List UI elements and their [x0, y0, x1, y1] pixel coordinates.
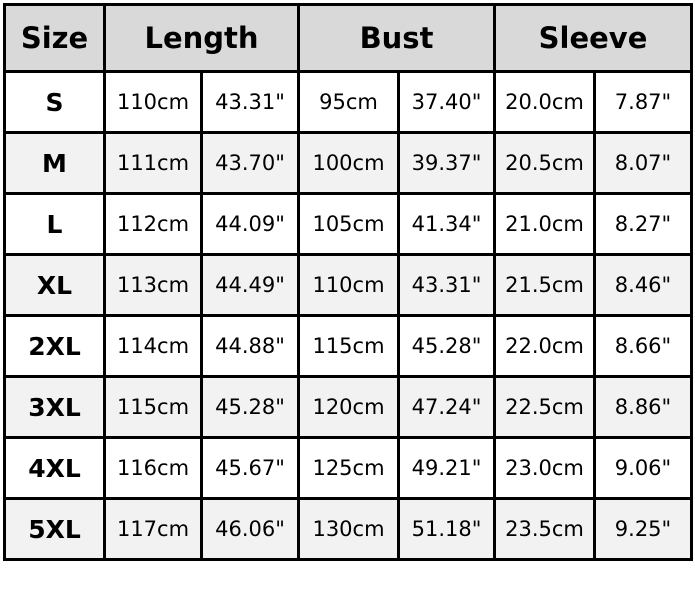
- cell-length-cm: 117cm: [103, 497, 203, 561]
- cell-sleeve-in: 8.07": [593, 131, 693, 195]
- cell-sleeve-cm: 20.0cm: [493, 70, 596, 134]
- header-row: Size Length Bust Sleeve: [3, 3, 693, 73]
- cell-bust-cm: 120cm: [297, 375, 400, 439]
- cell-length-cm: 114cm: [103, 314, 203, 378]
- cell-length-in: 45.67": [200, 436, 300, 500]
- cell-length-in: 44.09": [200, 192, 300, 256]
- table-row: L 112cm 44.09" 105cm 41.34" 21.0cm 8.27": [3, 192, 693, 256]
- table-row: 4XL 116cm 45.67" 125cm 49.21" 23.0cm 9.06": [3, 436, 693, 500]
- cell-bust-cm: 105cm: [297, 192, 400, 256]
- cell-bust-cm: 110cm: [297, 253, 400, 317]
- cell-length-cm: 116cm: [103, 436, 203, 500]
- cell-sleeve-cm: 23.5cm: [493, 497, 596, 561]
- cell-bust-cm: 100cm: [297, 131, 400, 195]
- cell-sleeve-in: 9.06": [593, 436, 693, 500]
- cell-length-cm: 111cm: [103, 131, 203, 195]
- cell-bust-cm: 130cm: [297, 497, 400, 561]
- table-row: M 111cm 43.70" 100cm 39.37" 20.5cm 8.07": [3, 131, 693, 195]
- cell-length-in: 45.28": [200, 375, 300, 439]
- cell-sleeve-cm: 21.5cm: [493, 253, 596, 317]
- cell-size: L: [3, 192, 106, 256]
- cell-sleeve-cm: 22.5cm: [493, 375, 596, 439]
- cell-bust-in: 47.24": [397, 375, 496, 439]
- header-length: Length: [103, 3, 300, 73]
- cell-sleeve-in: 8.66": [593, 314, 693, 378]
- cell-length-cm: 110cm: [103, 70, 203, 134]
- header-sleeve: Sleeve: [493, 3, 693, 73]
- size-chart-table: Size Length Bust Sleeve S 110cm 43.31" 95cm…: [3, 3, 693, 561]
- cell-sleeve-in: 8.27": [593, 192, 693, 256]
- cell-size: 5XL: [3, 497, 106, 561]
- table-row: S 110cm 43.31" 95cm 37.40" 20.0cm 7.87": [3, 70, 693, 134]
- cell-sleeve-in: 9.25": [593, 497, 693, 561]
- cell-bust-in: 51.18": [397, 497, 496, 561]
- cell-bust-cm: 95cm: [297, 70, 400, 134]
- cell-sleeve-in: 8.46": [593, 253, 693, 317]
- cell-size: 3XL: [3, 375, 106, 439]
- cell-bust-cm: 125cm: [297, 436, 400, 500]
- cell-bust-in: 37.40": [397, 70, 496, 134]
- cell-length-in: 44.49": [200, 253, 300, 317]
- table-row: 2XL 114cm 44.88" 115cm 45.28" 22.0cm 8.66": [3, 314, 693, 378]
- cell-length-in: 44.88": [200, 314, 300, 378]
- cell-size: XL: [3, 253, 106, 317]
- cell-bust-in: 43.31": [397, 253, 496, 317]
- cell-bust-cm: 115cm: [297, 314, 400, 378]
- cell-bust-in: 49.21": [397, 436, 496, 500]
- cell-size: M: [3, 131, 106, 195]
- header-size: Size: [3, 3, 106, 73]
- cell-length-in: 43.70": [200, 131, 300, 195]
- cell-bust-in: 45.28": [397, 314, 496, 378]
- cell-sleeve-in: 8.86": [593, 375, 693, 439]
- cell-size: 4XL: [3, 436, 106, 500]
- cell-length-cm: 112cm: [103, 192, 203, 256]
- cell-size: S: [3, 70, 106, 134]
- cell-size: 2XL: [3, 314, 106, 378]
- cell-length-cm: 113cm: [103, 253, 203, 317]
- cell-bust-in: 41.34": [397, 192, 496, 256]
- cell-sleeve-cm: 23.0cm: [493, 436, 596, 500]
- header-bust: Bust: [297, 3, 496, 73]
- table-row: 5XL 117cm 46.06" 130cm 51.18" 23.5cm 9.25": [3, 497, 693, 561]
- table-row: 3XL 115cm 45.28" 120cm 47.24" 22.5cm 8.86": [3, 375, 693, 439]
- cell-bust-in: 39.37": [397, 131, 496, 195]
- cell-length-in: 46.06": [200, 497, 300, 561]
- cell-sleeve-in: 7.87": [593, 70, 693, 134]
- cell-sleeve-cm: 22.0cm: [493, 314, 596, 378]
- table-row: XL 113cm 44.49" 110cm 43.31" 21.5cm 8.46": [3, 253, 693, 317]
- cell-length-cm: 115cm: [103, 375, 203, 439]
- cell-length-in: 43.31": [200, 70, 300, 134]
- cell-sleeve-cm: 20.5cm: [493, 131, 596, 195]
- cell-sleeve-cm: 21.0cm: [493, 192, 596, 256]
